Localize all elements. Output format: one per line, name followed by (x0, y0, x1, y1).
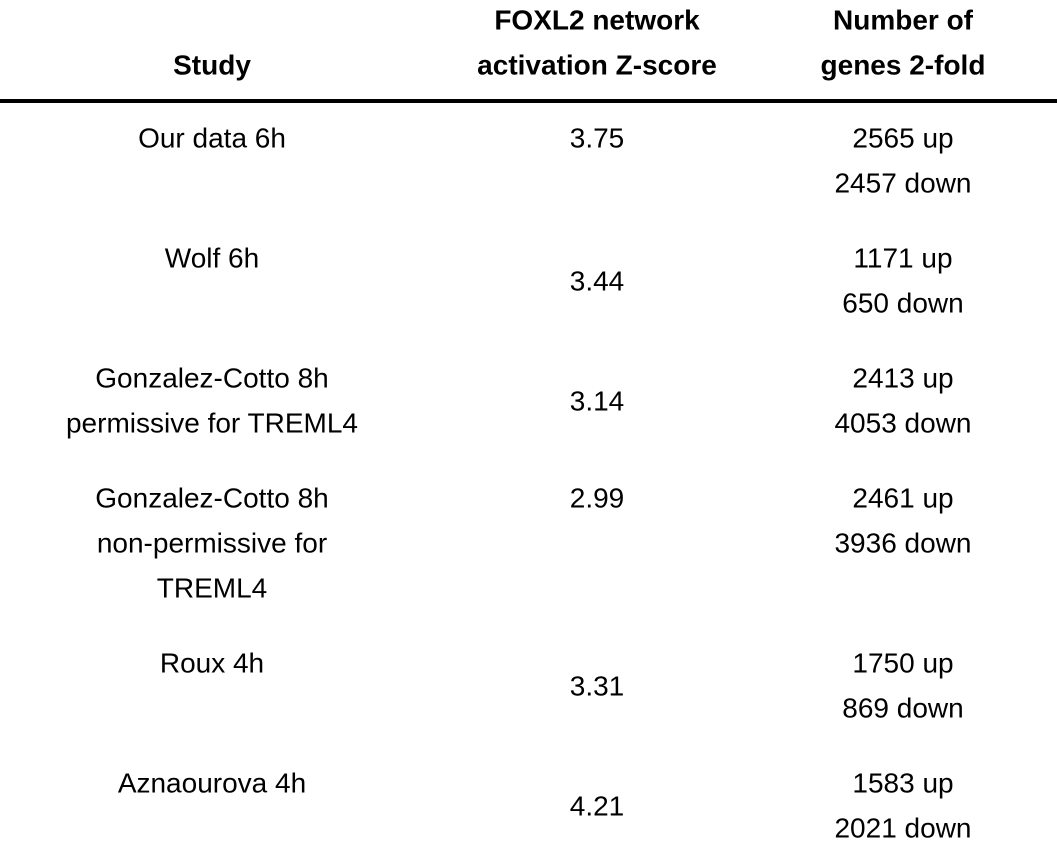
zscore-cell: 3.14 (570, 385, 625, 416)
genes-cell: 2021 down (834, 812, 971, 843)
zscore-cell: 3.75 (570, 122, 625, 153)
genes-cell: 2461 up (852, 482, 953, 513)
zscore-cell: 3.31 (570, 670, 625, 701)
study-cell: non-permissive for (97, 527, 327, 558)
header-cell: FOXL2 network (494, 4, 700, 35)
zscore-cell: 3.44 (570, 265, 625, 296)
header-cell: activation Z-score (477, 49, 717, 80)
study-cell: Our data 6h (138, 122, 286, 153)
genes-cell: 2457 down (834, 167, 971, 198)
zscore-cell: 4.21 (570, 790, 625, 821)
genes-cell: 1583 up (852, 767, 953, 798)
header-cell: genes 2-fold (821, 49, 986, 80)
study-cell: Wolf 6h (165, 242, 259, 273)
genes-cell: 1750 up (852, 647, 953, 678)
genes-cell: 1171 up (853, 242, 952, 273)
genes-cell: 3936 down (834, 527, 971, 558)
study-cell: TREML4 (157, 572, 267, 603)
genes-cell: 4053 down (834, 407, 971, 438)
header-cell: Study (173, 49, 251, 80)
study-cell: Gonzalez-Cotto 8h (95, 362, 328, 393)
genes-cell: 2565 up (852, 122, 953, 153)
genes-cell: 2413 up (852, 362, 953, 393)
zscore-cell: 2.99 (570, 482, 625, 513)
header-cell: Number of (833, 4, 974, 35)
study-cell: Gonzalez-Cotto 8h (95, 482, 328, 513)
study-cell: Aznaourova 4h (118, 767, 306, 798)
study-cell: Roux 4h (160, 647, 264, 678)
genes-cell: 869 down (842, 692, 963, 723)
genes-cell: 650 down (842, 287, 963, 318)
study-cell: permissive for TREML4 (66, 407, 358, 438)
